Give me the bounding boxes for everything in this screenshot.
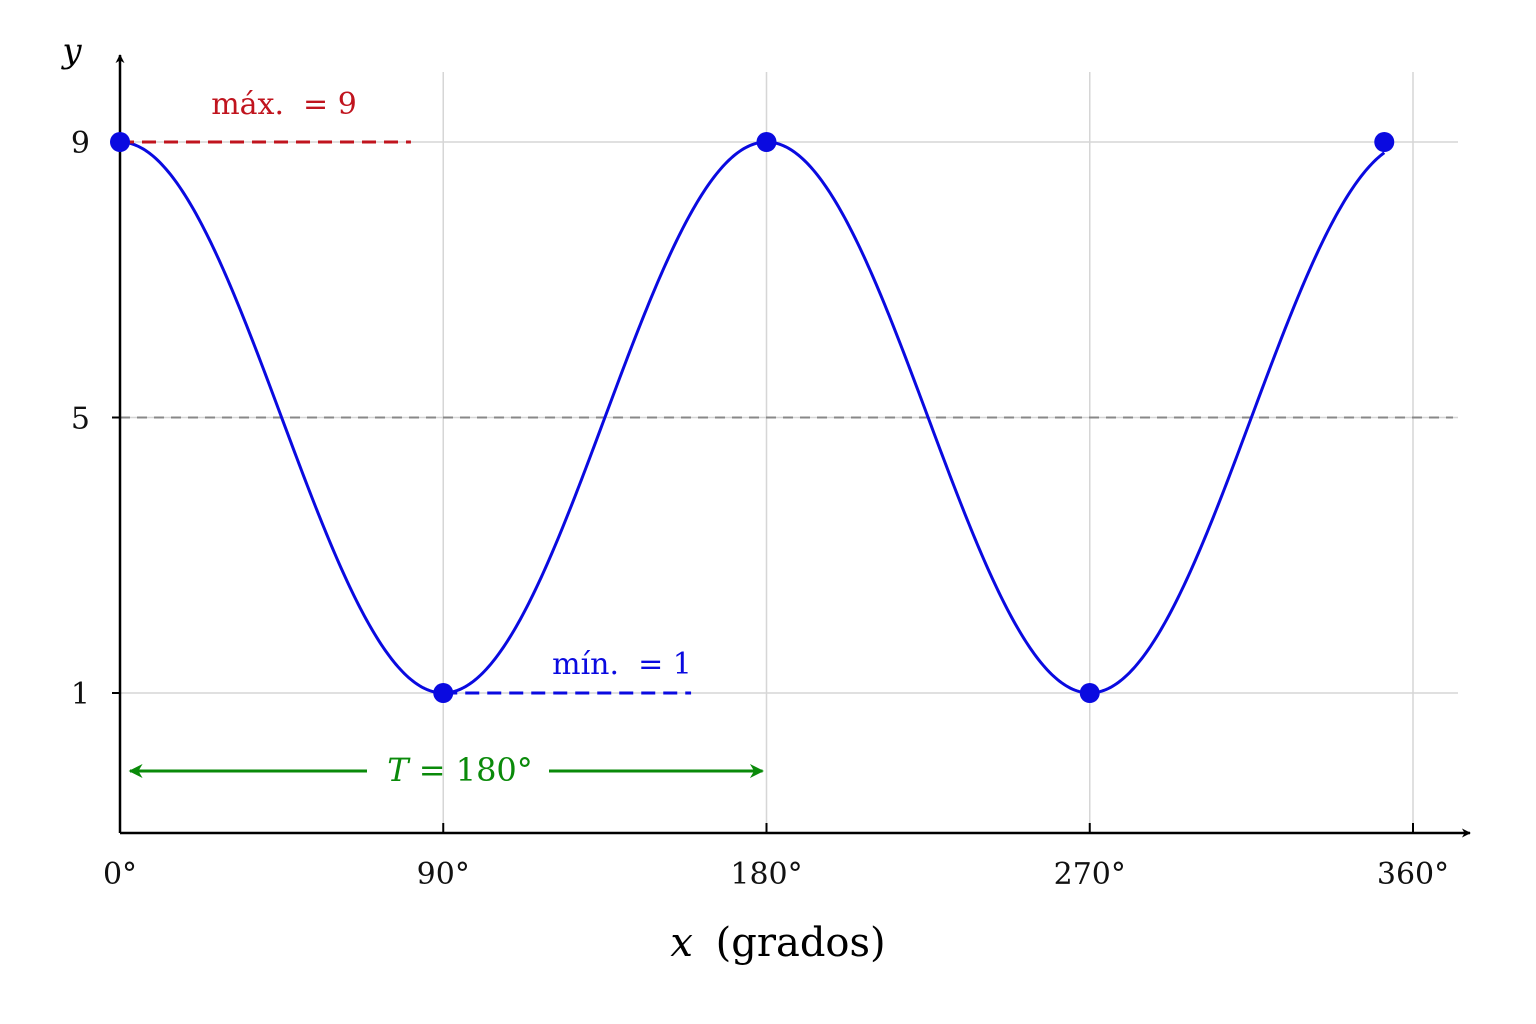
key-point [110,132,130,152]
key-point [756,132,777,152]
y-tick-label: 5 [71,402,90,437]
axes [115,54,1471,838]
key-point [1079,683,1100,703]
period-annotation-label: T = 180° [387,751,533,789]
key-points [110,132,1395,703]
max-annotation-label: máx. = 9 [211,87,357,122]
grid [120,72,1458,833]
x-axis-label-unit: (grados) [716,920,886,966]
min-annotation-label: mín. = 1 [552,647,692,682]
series-line [119,140,1386,695]
x-axis-label: x (grados) [670,920,885,966]
x-tick-label: 270° [1054,857,1126,892]
x-tick-label: 180° [730,857,802,892]
key-point [433,683,454,703]
x-tick-label: 360° [1377,857,1449,892]
x-tick-label: 0° [103,857,137,892]
ticks: 0° 90° 180° 270° 360° 1 5 9 [71,126,1449,892]
y-tick-label: 1 [71,677,90,712]
y-axis-label: y [60,31,82,71]
period-label-var: T [387,751,411,789]
period-label-rest: = 180° [409,751,533,789]
y-tick-label: 9 [71,126,90,161]
key-point [1374,132,1395,152]
x-axis-label-var: x [670,920,693,966]
x-tick-label: 90° [417,857,470,892]
